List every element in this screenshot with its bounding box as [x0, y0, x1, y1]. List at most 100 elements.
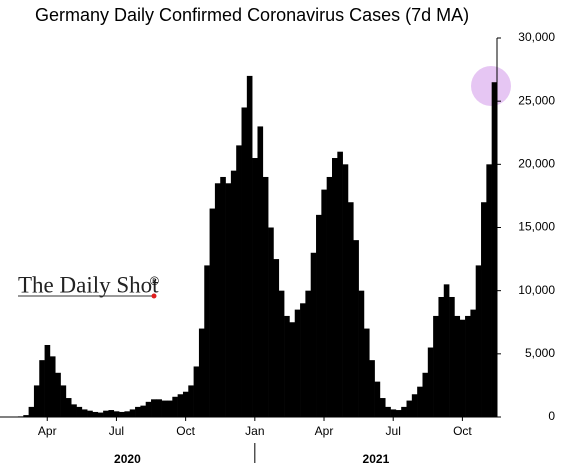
- bar: [427, 347, 434, 417]
- y-tick-label: 20,000: [518, 157, 555, 171]
- highlight-circle: [471, 66, 511, 106]
- bar: [417, 386, 423, 417]
- y-tick-label: 25,000: [518, 93, 555, 107]
- bar: [193, 366, 200, 417]
- bar: [385, 406, 391, 417]
- bar: [108, 410, 115, 417]
- bar: [92, 411, 99, 417]
- x-tick-label: Jul: [386, 424, 401, 438]
- bar: [156, 399, 162, 417]
- bar: [390, 409, 397, 417]
- bar: [454, 315, 461, 417]
- bar: [188, 385, 194, 417]
- bar: [236, 145, 242, 417]
- bar: [113, 411, 120, 417]
- chart-title: Germany Daily Confirmed Coronavirus Case…: [35, 5, 469, 25]
- bar: [182, 391, 189, 417]
- bar: [268, 227, 274, 417]
- x-tick-label: Apr: [38, 424, 57, 438]
- x-tick-label: Oct: [453, 424, 472, 438]
- bar: [491, 82, 498, 417]
- bar: [305, 290, 312, 417]
- bar: [316, 214, 322, 417]
- x-tick-label: Jul: [109, 424, 124, 438]
- y-tick-label: 5,000: [525, 346, 555, 360]
- bar: [129, 409, 136, 417]
- bar: [438, 296, 445, 417]
- bar: [470, 309, 477, 417]
- bar: [486, 164, 492, 417]
- bar: [262, 176, 269, 417]
- bar: [119, 411, 125, 417]
- bar: [411, 394, 418, 417]
- bar: [481, 202, 487, 417]
- bar: [401, 406, 407, 417]
- bar: [465, 315, 471, 417]
- bar: [395, 410, 402, 417]
- x-group-label: 2020: [114, 452, 141, 466]
- bar: [310, 252, 317, 417]
- bar: [257, 126, 264, 417]
- watermark-dot: [151, 293, 157, 299]
- bar: [369, 360, 375, 417]
- bar: [246, 75, 253, 418]
- bar: [406, 400, 413, 417]
- bar: [33, 385, 40, 417]
- x-tick-label: Apr: [315, 424, 334, 438]
- bar: [44, 344, 51, 417]
- bar: [300, 303, 306, 417]
- bar: [379, 398, 386, 417]
- bar: [289, 322, 296, 417]
- bar: [161, 400, 168, 417]
- bar: [135, 406, 141, 417]
- bar: [124, 411, 131, 417]
- bar: [347, 202, 354, 417]
- bar: [145, 401, 152, 417]
- bar: [209, 208, 216, 417]
- bar: [273, 259, 280, 417]
- watermark-mark: ®: [150, 274, 159, 288]
- bar: [214, 183, 221, 417]
- bar: [23, 415, 29, 417]
- bar: [60, 385, 67, 417]
- bar: [475, 265, 482, 417]
- bar: [97, 412, 104, 417]
- bar: [71, 404, 77, 417]
- bar: [198, 328, 205, 417]
- bar: [225, 183, 232, 417]
- bar: [220, 176, 226, 417]
- bar: [443, 284, 450, 417]
- bar: [326, 176, 333, 417]
- watermark: The Daily Shot: [18, 272, 159, 297]
- bar: [278, 290, 285, 417]
- bar: [374, 381, 381, 417]
- bar: [81, 409, 88, 417]
- y-tick-label: 10,000: [518, 283, 555, 297]
- bar: [241, 107, 248, 417]
- y-tick-label: 30,000: [518, 30, 555, 44]
- bar: [284, 315, 290, 417]
- bar: [103, 410, 109, 417]
- bar: [172, 396, 178, 417]
- bar: [65, 398, 72, 417]
- x-tick-label: Oct: [176, 424, 195, 438]
- bar: [140, 405, 147, 417]
- bar: [337, 151, 343, 417]
- bar: [353, 240, 359, 417]
- bar: [422, 372, 429, 417]
- bar: [459, 319, 466, 417]
- bar: [358, 290, 365, 417]
- y-tick-label: 0: [548, 409, 555, 423]
- bar: [39, 360, 45, 417]
- bar: [321, 189, 327, 417]
- bar: [204, 265, 210, 417]
- bar: [433, 315, 439, 417]
- bar: [151, 399, 157, 417]
- bar: [230, 170, 237, 417]
- bar: [332, 158, 338, 417]
- bar: [252, 158, 258, 417]
- bar: [55, 372, 61, 417]
- bar: [177, 394, 184, 417]
- x-group-label: 2021: [363, 452, 390, 466]
